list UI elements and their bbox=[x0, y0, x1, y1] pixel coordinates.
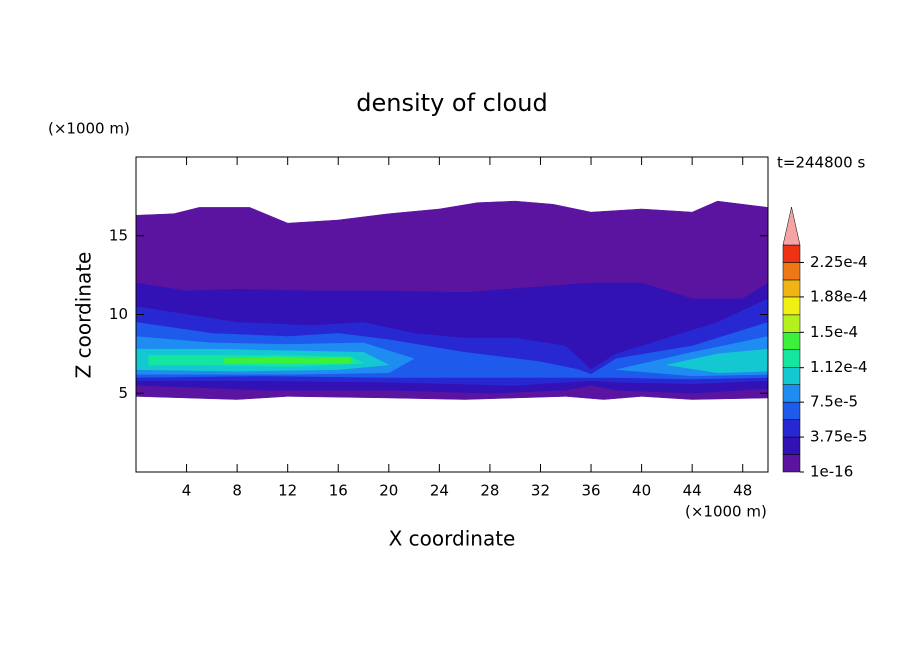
colorbar-box bbox=[782, 262, 801, 281]
colorbar-box bbox=[782, 384, 801, 403]
y-tick-label: 10 bbox=[109, 305, 128, 323]
colorbar-tick-label: 2.25e-4 bbox=[810, 253, 868, 271]
x-tick-label: 24 bbox=[430, 482, 449, 500]
chart-title: density of cloud bbox=[356, 89, 547, 117]
colorbar-tick-label: 1.88e-4 bbox=[810, 287, 868, 305]
x-tick-label: 16 bbox=[329, 482, 348, 500]
x-tick-label: 4 bbox=[182, 482, 192, 500]
x-tick-label: 44 bbox=[683, 482, 702, 500]
x-tick-label: 28 bbox=[480, 482, 499, 500]
y-tick-label: 5 bbox=[118, 384, 128, 402]
x-tick-label: 32 bbox=[531, 482, 550, 500]
x-unit-label: (×1000 m) bbox=[685, 503, 767, 521]
colorbar-tick-label: 1.12e-4 bbox=[810, 358, 868, 376]
colorbar-box bbox=[782, 454, 801, 473]
colorbar-tick-label: 1e-16 bbox=[810, 463, 853, 481]
colorbar-tick-label: 3.75e-5 bbox=[810, 428, 868, 446]
colorbar-tick-label: 7.5e-5 bbox=[810, 393, 858, 411]
x-tick-label: 12 bbox=[278, 482, 297, 500]
x-axis-label: X coordinate bbox=[389, 527, 516, 551]
contour-region bbox=[224, 356, 352, 364]
x-tick-label: 20 bbox=[379, 482, 398, 500]
y-axis-label: Z coordinate bbox=[72, 252, 96, 379]
x-tick-label: 40 bbox=[632, 482, 651, 500]
colorbar-box bbox=[782, 419, 801, 438]
colorbar-box bbox=[782, 314, 801, 333]
x-tick-label: 8 bbox=[232, 482, 242, 500]
colorbar-box bbox=[782, 332, 801, 351]
plot-area bbox=[135, 200, 769, 400]
y-unit-label: (×1000 m) bbox=[48, 120, 130, 138]
colorbar-box bbox=[782, 279, 801, 298]
time-label: t=244800 s bbox=[777, 154, 865, 172]
x-tick-label: 48 bbox=[733, 482, 752, 500]
colorbar-box bbox=[782, 296, 801, 316]
colorbar-box bbox=[782, 367, 801, 385]
colorbar-box bbox=[782, 436, 801, 455]
colorbar-box bbox=[782, 349, 801, 368]
colorbar-extend bbox=[782, 206, 801, 246]
y-tick-label: 15 bbox=[109, 226, 128, 244]
colorbar-tick-label: 1.5e-4 bbox=[810, 323, 858, 341]
x-tick-label: 36 bbox=[581, 482, 600, 500]
colorbar-box bbox=[782, 401, 801, 420]
colorbar-box bbox=[782, 244, 801, 263]
